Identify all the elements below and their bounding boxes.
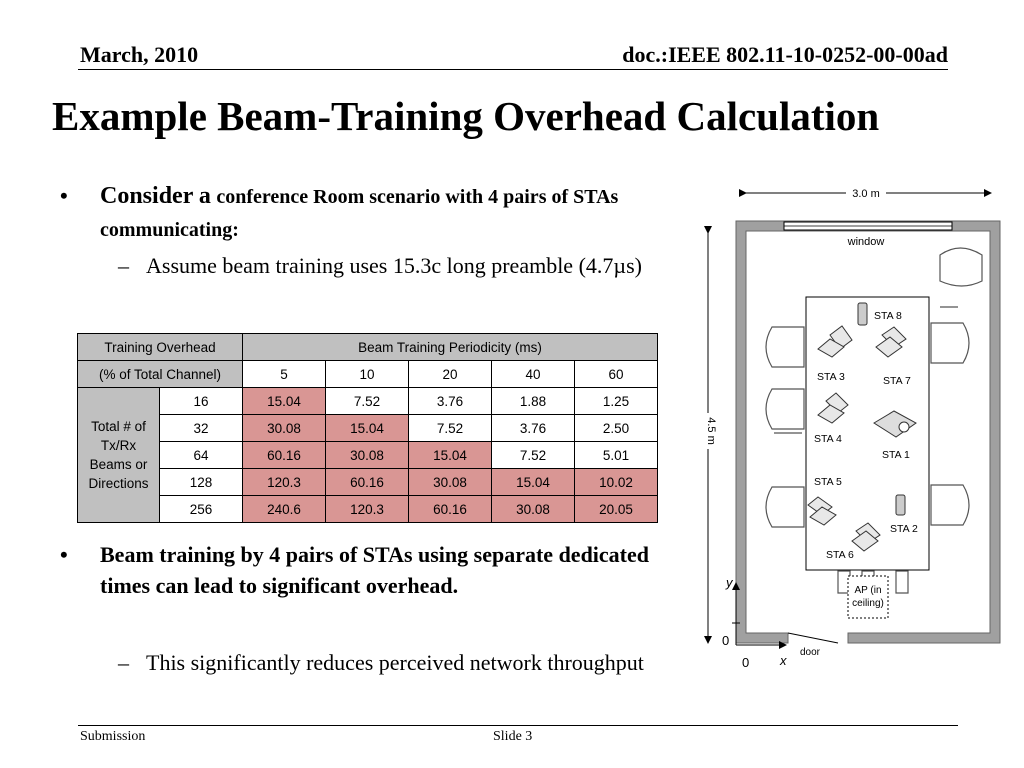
bullet-consider: • Consider a conference Room scenario wi… (60, 180, 680, 246)
cell: 1.88 (491, 387, 575, 415)
table-row: 128 120.3 60.16 30.08 15.04 10.02 (78, 468, 658, 496)
station-label: STA 7 (883, 375, 911, 387)
header-periodicity: Beam Training Periodicity (ms) (242, 333, 658, 361)
footer-rule (78, 725, 958, 726)
beams-128: 128 (159, 468, 243, 496)
bullet-consider-lead: Consider (100, 183, 194, 209)
period-40: 40 (491, 360, 575, 388)
height-label: 4.5 m (705, 417, 717, 445)
cell: 15.04 (491, 468, 575, 496)
cell: 30.08 (325, 441, 409, 469)
station-label: STA 4 (814, 433, 842, 445)
cell: 30.08 (491, 495, 575, 523)
sub-bullet-preamble: – Assume beam training uses 15.3c long p… (118, 251, 666, 280)
cell: 30.08 (242, 414, 326, 442)
footer-slide-number: Slide 3 (493, 729, 533, 744)
cell: 3.76 (408, 387, 492, 415)
row-label-beams: Total # of Tx/Rx Beams or Directions (77, 387, 160, 523)
header-rule (78, 69, 948, 70)
width-label: 3.0 m (852, 188, 880, 200)
station-label: STA 5 (814, 476, 842, 488)
cell: 60.16 (242, 441, 326, 469)
sub-bullet-throughput: – This significantly reduces perceived n… (118, 648, 666, 677)
table-row: 64 60.16 30.08 15.04 7.52 5.01 (78, 441, 658, 469)
station-label: STA 8 (874, 310, 902, 322)
row-label-line: Beams or (89, 457, 148, 472)
table-row: 32 30.08 15.04 7.52 3.76 2.50 (78, 414, 658, 442)
cell: 3.76 (491, 414, 575, 442)
row-label-line: Tx/Rx (100, 438, 137, 453)
room-walls (735, 220, 1001, 644)
footer-submission: Submission (80, 729, 146, 744)
phone-sta2 (895, 494, 906, 516)
sub-bullet-marker: – (118, 253, 129, 278)
station-label: STA 6 (826, 549, 854, 561)
y-axis-label: y (725, 575, 734, 590)
cell: 7.52 (325, 387, 409, 415)
bullet-consider-rest: conference Room scenario with 4 pairs of… (100, 186, 619, 241)
door-label: door (800, 647, 821, 658)
cell: 60.16 (325, 468, 409, 496)
beams-32: 32 (159, 414, 243, 442)
phone-sta8 (857, 302, 868, 326)
sub-bullet-marker: – (118, 650, 129, 675)
sub-bullet-preamble-text: Assume beam training uses 15.3c long pre… (146, 253, 642, 278)
cell: 20.05 (574, 495, 658, 523)
ap-label-line2: ceiling) (852, 598, 884, 609)
projector (873, 410, 917, 438)
overhead-table-body: Total # of Tx/Rx Beams or Directions 16 … (77, 387, 658, 523)
beams-16: 16 (159, 387, 243, 415)
cell: 15.04 (242, 387, 326, 415)
bullet-overhead-text: Beam training by 4 pairs of STAs using s… (100, 542, 650, 598)
cell: 30.08 (408, 468, 492, 496)
station-label: STA 3 (817, 371, 845, 383)
y-origin-label: 0 (722, 633, 729, 648)
window-label: window (847, 236, 885, 248)
x-axis-label: x (779, 653, 787, 668)
period-5: 5 (242, 360, 326, 388)
cell: 60.16 (408, 495, 492, 523)
header-doc-id: doc.:IEEE 802.11-10-0252-00-00ad (622, 42, 948, 67)
cell: 2.50 (574, 414, 658, 442)
chairs (765, 247, 983, 594)
cell: 5.01 (574, 441, 658, 469)
bullet-marker: • (60, 542, 68, 567)
cell: 15.04 (325, 414, 409, 442)
period-20: 20 (408, 360, 492, 388)
sub-bullet-throughput-text: This significantly reduces perceived net… (146, 650, 644, 675)
bullet-consider-article: a (198, 183, 211, 209)
x-origin-label: 0 (742, 655, 749, 670)
station-label: STA 2 (890, 523, 918, 535)
header-training-overhead: Training Overhead (77, 333, 243, 361)
table-row: 256 240.6 120.3 60.16 30.08 20.05 (78, 495, 658, 523)
row-label-line: Directions (88, 476, 149, 491)
cell: 7.52 (408, 414, 492, 442)
period-10: 10 (325, 360, 409, 388)
header-date: March, 2010 (80, 42, 199, 67)
table-row: Total # of Tx/Rx Beams or Directions 16 … (77, 387, 658, 523)
station-label: STA 1 (882, 449, 910, 461)
laptops (807, 325, 907, 552)
beams-64: 64 (159, 441, 243, 469)
cell: 10.02 (574, 468, 658, 496)
cell: 120.3 (325, 495, 409, 523)
cell: 240.6 (242, 495, 326, 523)
cell: 15.04 (408, 441, 492, 469)
row-label-line: Total # of (91, 419, 146, 434)
header-percent-channel: (% of Total Channel) (77, 360, 243, 388)
cell: 1.25 (574, 387, 658, 415)
overhead-table: Training Overhead Beam Training Periodic… (77, 333, 658, 388)
cell: 120.3 (242, 468, 326, 496)
cell: 7.52 (491, 441, 575, 469)
access-point-box (847, 575, 889, 619)
ap-label-line1: AP (in (854, 585, 881, 596)
bullet-overhead: • Beam training by 4 pairs of STAs using… (60, 539, 680, 601)
period-60: 60 (574, 360, 658, 388)
slide-title: Example Beam-Training Overhead Calculati… (52, 93, 880, 139)
door (787, 632, 839, 644)
bullet-marker: • (60, 183, 68, 208)
room-diagram: 3.0 m 4.5 m window STA 8 (701, 185, 1001, 670)
beams-256: 256 (159, 495, 243, 523)
